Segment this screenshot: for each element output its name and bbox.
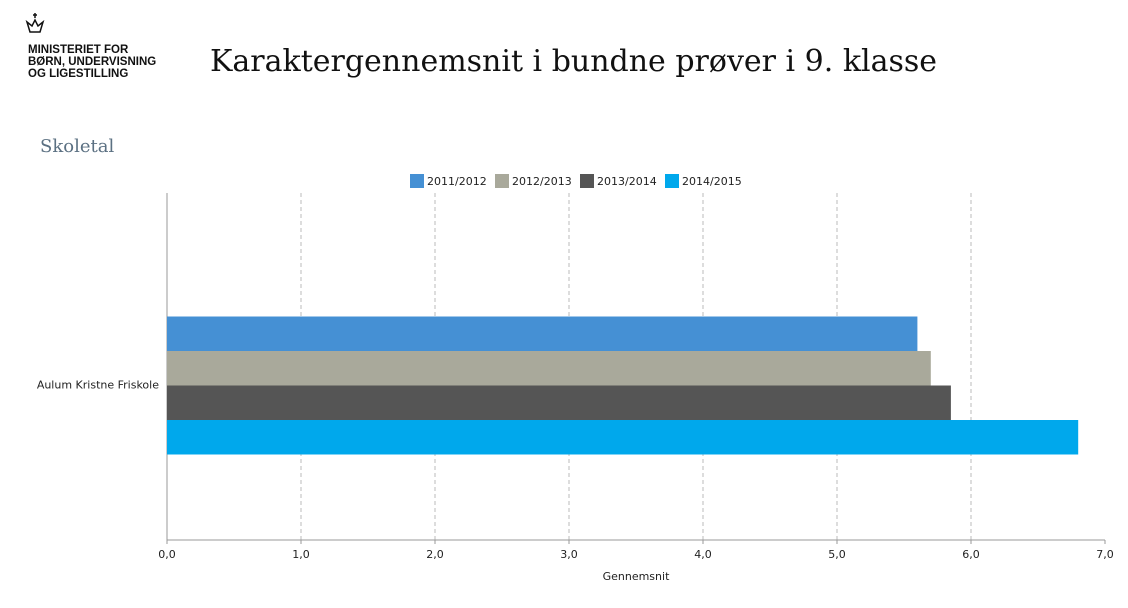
page-title: Karaktergennemsnit i bundne prøver i 9. … [210,44,937,79]
x-tick-label: 7,0 [1096,548,1114,561]
y-tick-label: Aulum Kristne Friskole [37,379,159,392]
x-tick-label: 1,0 [292,548,310,561]
legend-label: 2011/2012 [427,175,487,188]
logo-line: BØRN, UNDERVISNING [28,56,156,68]
x-tick-label: 6,0 [962,548,980,561]
bar [167,420,1079,455]
logo-line: MINISTERIET FOR [28,44,129,56]
crown-icon [25,13,45,33]
legend-swatch [580,174,594,188]
x-tick-label: 4,0 [694,548,712,561]
bar [167,351,931,386]
x-tick-label: 2,0 [426,548,444,561]
x-axis-label: Gennemsnit [603,570,670,583]
x-tick-label: 3,0 [560,548,578,561]
bar [167,316,918,351]
legend-swatch [665,174,679,188]
section-title: Skoletal [40,136,114,157]
legend-label: 2013/2014 [597,175,657,188]
x-tick-label: 0,0 [158,548,176,561]
x-tick-label: 5,0 [828,548,846,561]
legend-label: 2012/2013 [512,175,572,188]
logo-line: OG LIGESTILLING [28,68,128,80]
legend-label: 2014/2015 [682,175,742,188]
legend-swatch [410,174,424,188]
legend-swatch [495,174,509,188]
bar [167,385,951,420]
